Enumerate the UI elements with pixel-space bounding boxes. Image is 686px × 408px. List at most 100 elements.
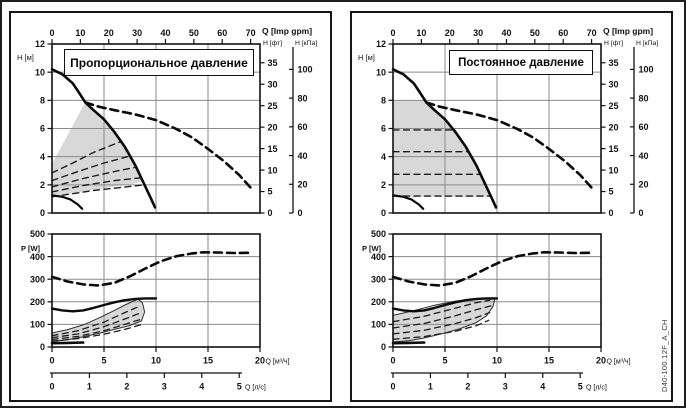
power-control-curve-dashed	[51, 311, 143, 339]
power-control-curve-dashed	[51, 318, 144, 341]
q-ls-tick-label: 1	[428, 382, 433, 392]
h-m-tick-label: 4	[381, 152, 386, 162]
h-m-tick-label: 10	[376, 67, 386, 77]
h-ft-tick-label: 15	[609, 144, 619, 154]
h-kpa-axis-label: H [кПа]	[295, 40, 317, 47]
q-ls-tick-label: 2	[124, 382, 129, 392]
gpm-tick-label: 20	[104, 28, 114, 38]
q-m3h-tick-label: 15	[544, 356, 554, 366]
h-m-tick-label: 12	[376, 39, 386, 49]
gpm-tick-label: 40	[160, 28, 170, 38]
q-ls-axis-label: Q [л/с]	[245, 385, 266, 392]
p-w-axis-label: P [W]	[362, 244, 382, 253]
h-m-tick-label: 2	[381, 180, 386, 190]
p-w-axis-label: P [W]	[21, 244, 41, 253]
q-m3h-tick-label: 15	[203, 356, 213, 366]
panel-title-box: Пропорциональное давление	[64, 49, 254, 76]
h-kpa-tick-label: 40	[639, 151, 649, 161]
h-kpa-tick-label: 0	[639, 208, 644, 218]
h-ft-tick-label: 10	[268, 165, 278, 175]
h-kpa-tick-label: 100	[298, 65, 313, 75]
gpm-tick-label: 70	[246, 28, 256, 38]
p-w-tick-label: 400	[30, 252, 45, 262]
q-m3h-tick-label: 20	[596, 356, 606, 366]
q-ls-tick-label: 3	[162, 382, 167, 392]
power-curve-max	[391, 251, 592, 287]
q-ls-tick-label: 2	[465, 382, 470, 392]
q-ls-tick-label: 0	[49, 382, 54, 392]
h-kpa-tick-label: 0	[298, 208, 303, 218]
panel-title: Постоянное давление	[458, 56, 584, 69]
p-w-tick-label: 100	[371, 320, 386, 330]
q-m3h-tick-label: 20	[255, 356, 265, 366]
gpm-axis-label: Q [Imp gpm]	[603, 26, 653, 36]
h-ft-tick-label: 0	[268, 208, 273, 218]
h-ft-tick-label: 25	[609, 101, 619, 111]
p-w-tick-label: 300	[371, 274, 386, 284]
q-ls-tick-label: 5	[237, 382, 242, 392]
p-w-tick-label: 500	[371, 229, 386, 239]
h-kpa-axis-label: H [кПа]	[636, 40, 658, 47]
panel-proportional-pressure: 12 10 8 6 4 2 0 H [м] 0 10 20 30 40 50 60 70 Q [Imp gpm]…	[9, 11, 332, 402]
gpm-tick-label: 10	[416, 28, 426, 38]
q-m3h-tick-label: 10	[151, 356, 161, 366]
gpm-tick-label: 50	[530, 28, 540, 38]
h-m-tick-label: 8	[381, 96, 386, 106]
power-control-curve-dashed	[51, 324, 142, 342]
drawing-number-label: D40-100.12F_A_CH	[660, 319, 669, 392]
power-control-curve-dashed	[392, 305, 492, 329]
h-kpa-tick-label: 40	[298, 151, 308, 161]
h-kpa-tick-label: 60	[298, 122, 308, 132]
p-w-tick-label: 200	[371, 297, 386, 307]
q-m3h-axis-label: Q [м³/ч]	[266, 359, 290, 366]
h-ft-tick-label: 25	[268, 101, 278, 111]
h-m-tick-label: 4	[40, 152, 45, 162]
h-ft-tick-label: 5	[268, 187, 273, 197]
h-ft-tick-label: 35	[268, 58, 278, 68]
pump-curve-max-extension	[425, 101, 593, 189]
h-m-tick-label: 6	[381, 124, 386, 134]
gpm-tick-label: 40	[501, 28, 511, 38]
gpm-tick-label: 0	[49, 28, 54, 38]
gpm-tick-label: 10	[75, 28, 85, 38]
q-ls-tick-label: 1	[87, 382, 92, 392]
p-w-tick-label: 200	[30, 297, 45, 307]
power-curve-control-max	[391, 297, 499, 313]
gpm-tick-label: 60	[217, 28, 227, 38]
h-ft-tick-label: 20	[609, 122, 619, 132]
power-control-curve-dashed	[392, 299, 491, 323]
p-w-tick-label: 100	[30, 320, 45, 330]
h-kpa-tick-label: 60	[639, 122, 649, 132]
q-ls-axis-label: Q [л/с]	[586, 385, 607, 392]
control-curve-dashed	[51, 166, 137, 188]
control-curve-dashed	[51, 177, 142, 193]
h-m-tick-label: 10	[35, 67, 45, 77]
h-ft-tick-label: 30	[268, 79, 278, 89]
h-kpa-tick-label: 100	[639, 65, 654, 75]
h-m-tick-label: 12	[35, 39, 45, 49]
p-w-tick-label: 500	[30, 229, 45, 239]
h-kpa-tick-label: 80	[298, 93, 308, 103]
gpm-tick-label: 50	[189, 28, 199, 38]
control-curve-dashed	[51, 155, 131, 182]
h-ft-tick-label: 20	[268, 122, 278, 132]
q-ls-tick-label: 5	[578, 382, 583, 392]
pump-curve-max	[391, 68, 498, 209]
panel-title-box: Постоянное давление	[449, 50, 593, 75]
gpm-axis-label: Q [Imp gpm]	[262, 26, 312, 36]
power-band-outline	[392, 297, 496, 343]
q-m3h-tick-label: 10	[492, 356, 502, 366]
gpm-tick-label: 0	[390, 28, 395, 38]
h-kpa-tick-label: 20	[298, 179, 308, 189]
h-m-axis-label: H [м]	[17, 53, 34, 62]
q-m3h-tick-label: 0	[390, 356, 395, 366]
p-w-tick-label: 400	[371, 252, 386, 262]
pump-curve-min	[50, 194, 84, 210]
pump-curve-min	[391, 194, 425, 210]
h-kpa-tick-label: 80	[639, 93, 649, 103]
q-ls-tick-label: 4	[199, 382, 204, 392]
h-ft-axis-label: H [фт]	[263, 40, 282, 47]
pump-curve-max-extension	[84, 101, 252, 189]
